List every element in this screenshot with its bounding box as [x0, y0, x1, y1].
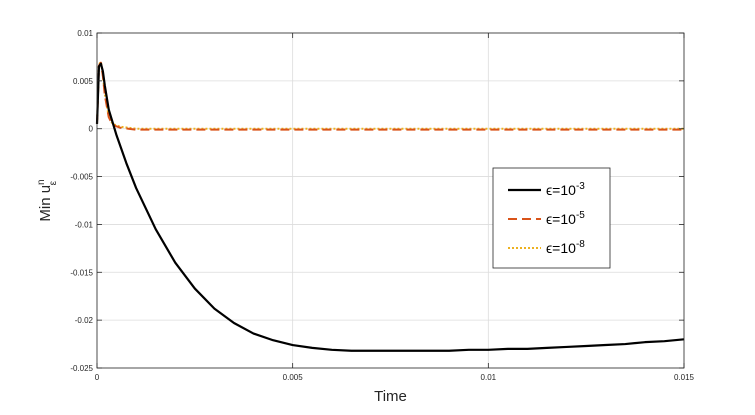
legend-entry-base: ϵ=10: [546, 240, 576, 256]
tick-labels: 0 0.005 0.01 0.015 0.01 0.005 0 -0.005 -0.01 -0.0…: [70, 29, 694, 382]
x-axis-label: Time: [374, 388, 407, 405]
y-tick-label: -0.025: [70, 364, 93, 373]
x-tick-label: 0.015: [674, 373, 695, 382]
legend-entry-exponent: -5: [576, 210, 585, 221]
y-tick-label: 0.01: [77, 29, 93, 38]
legend-entry-base: ϵ=10: [546, 211, 576, 227]
legend-entry-base: ϵ=10: [546, 182, 576, 198]
y-tick-label: -0.015: [70, 268, 93, 277]
legend-entry-2: ϵ=10-5: [546, 210, 585, 227]
legend-entry-3: ϵ=10-8: [546, 239, 585, 256]
legend-entry-exponent: -3: [576, 181, 585, 192]
y-axis-label: Min unε: [36, 179, 59, 221]
y-tick-label: -0.01: [75, 220, 94, 229]
y-tick-label: 0: [89, 125, 94, 134]
x-tick-label: 0.005: [283, 373, 304, 382]
y-axis-label-sup: n: [36, 179, 47, 185]
legend-entry-exponent: -8: [576, 239, 585, 250]
series-layer: [95, 60, 685, 352]
y-axis-label-base: Min u: [37, 185, 54, 222]
x-tick-label: 0.01: [481, 373, 497, 382]
y-tick-label: -0.005: [70, 173, 93, 182]
series-line-2: [96, 61, 684, 131]
series-line-3: [96, 60, 684, 130]
legend-entry-1: ϵ=10-3: [546, 181, 585, 198]
svg-text:Min unε: Min unε: [36, 179, 59, 221]
plot-frame: [96, 32, 685, 369]
x-tick-label: 0: [95, 373, 100, 382]
series-line-1: [95, 62, 685, 352]
y-axis-label-sub: ε: [48, 180, 59, 185]
legend: ϵ=10-3ϵ=10-5ϵ=10-8: [492, 167, 611, 269]
y-tick-label: -0.02: [75, 316, 94, 325]
y-tick-label: 0.005: [73, 77, 94, 86]
ticks: [96, 32, 685, 369]
